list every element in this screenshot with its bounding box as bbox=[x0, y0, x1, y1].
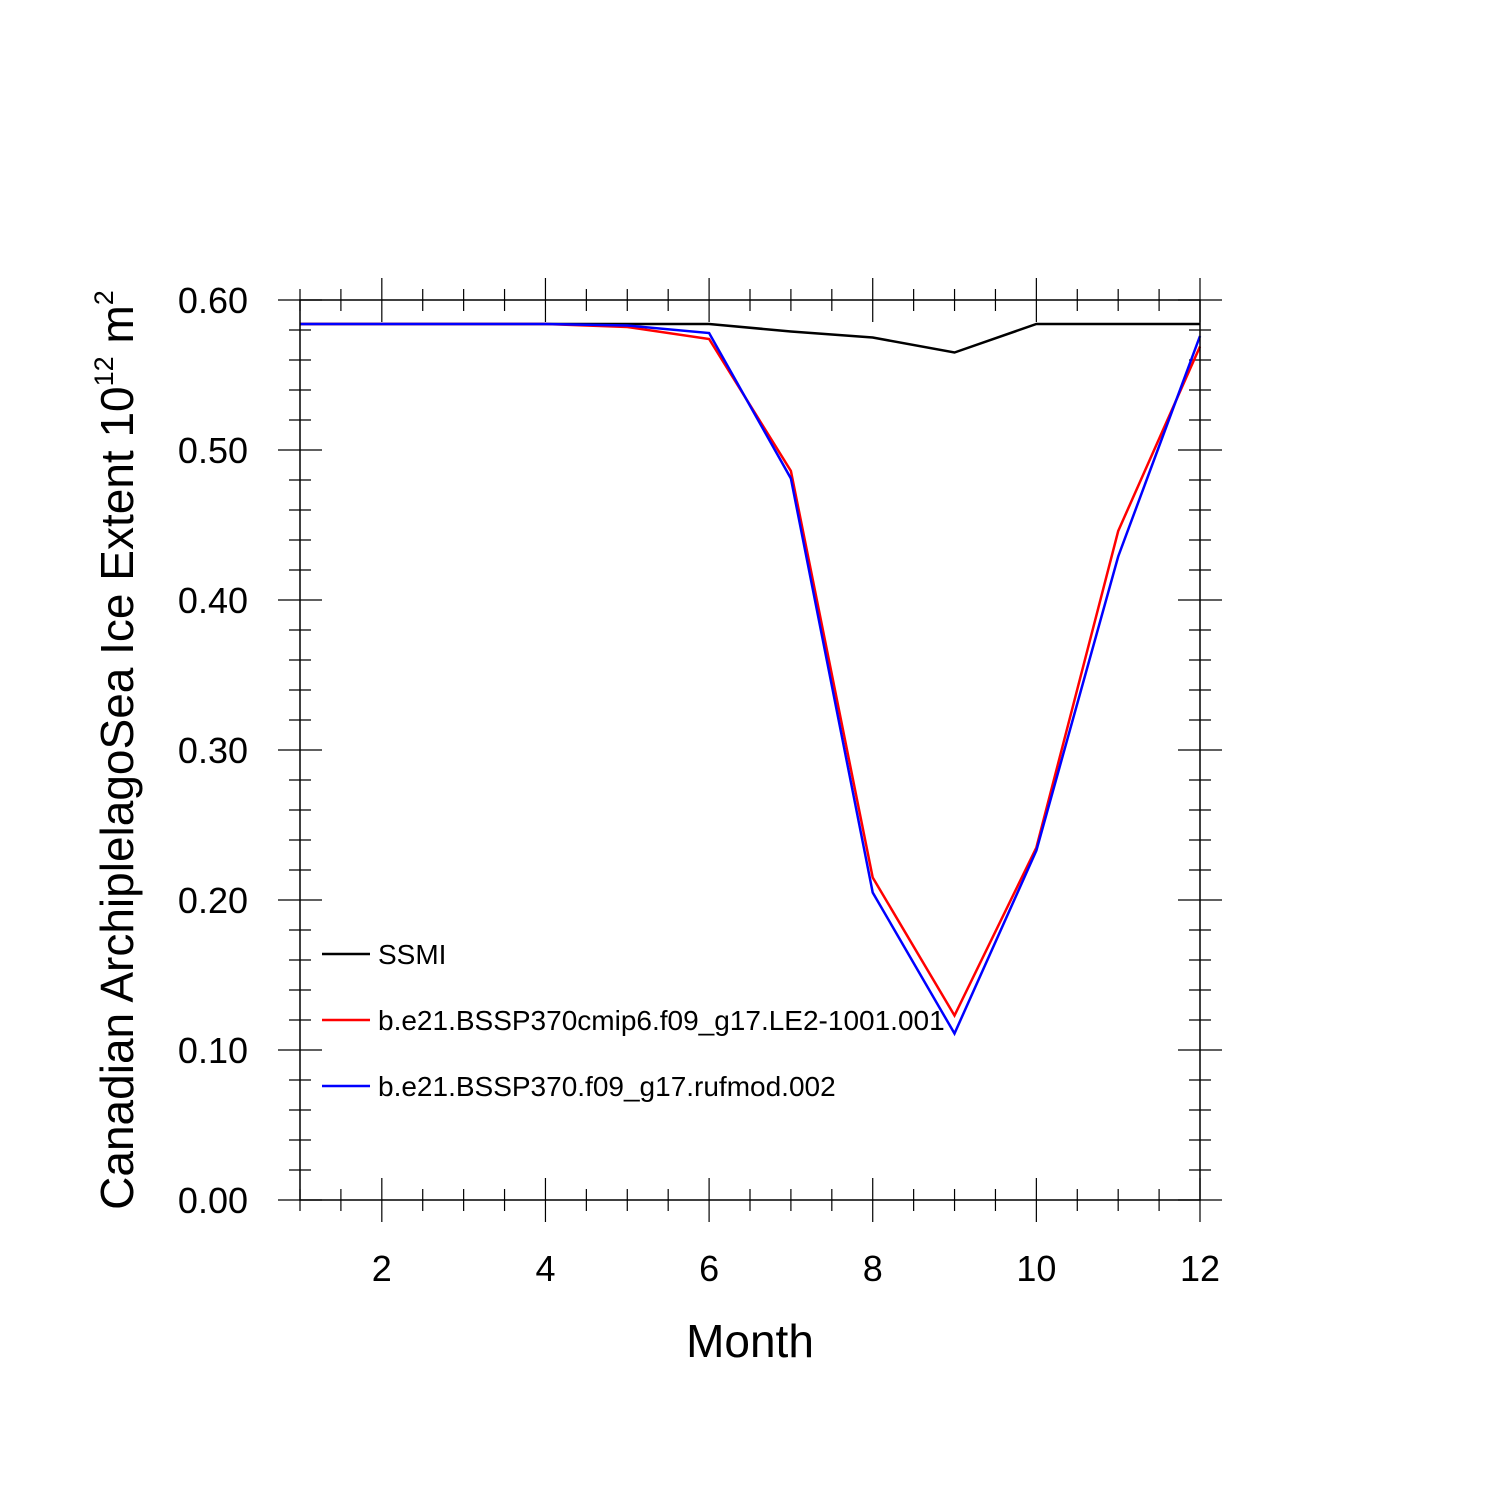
y-tick-label: 0.40 bbox=[178, 580, 248, 621]
y-tick-label: 0.10 bbox=[178, 1030, 248, 1071]
series-line-3 bbox=[300, 322, 1202, 1037]
legend-label: SSMI bbox=[378, 939, 446, 970]
x-tick-label: 6 bbox=[699, 1248, 719, 1289]
legend: SSMI b.e21.BSSP370cmip6.f09_g17.LE2-1001.… bbox=[322, 939, 945, 1102]
series-line-1 bbox=[300, 322, 1200, 354]
x-axis-label: Month bbox=[686, 1315, 814, 1367]
y-axis-label: Canadian ArchiplelagoSea Ice Extent 1012… bbox=[89, 290, 143, 1210]
series-line-2 bbox=[300, 322, 1202, 1019]
x-tick-label: 8 bbox=[863, 1248, 883, 1289]
x-tick-label: 10 bbox=[1016, 1248, 1056, 1289]
y-axis-label-unit: m bbox=[91, 305, 143, 356]
x-tick-label: 12 bbox=[1180, 1248, 1220, 1289]
legend-label: b.e21.BSSP370.f09_g17.rufmod.002 bbox=[378, 1071, 836, 1102]
y-axis-label-unit-exponent: 2 bbox=[89, 290, 119, 305]
y-axis-label-main: Canadian ArchiplelagoSea Ice Extent 10 bbox=[91, 386, 143, 1209]
legend-label: b.e21.BSSP370cmip6.f09_g17.LE2-1001.001 bbox=[378, 1005, 945, 1036]
y-axis-label-exponent: 12 bbox=[89, 356, 119, 386]
y-tick-label: 0.60 bbox=[178, 280, 248, 321]
plot-frame bbox=[299, 299, 1201, 1201]
y-tick-label: 0.50 bbox=[178, 430, 248, 471]
series-lines bbox=[300, 322, 1202, 1037]
y-tick-label: 0.30 bbox=[178, 730, 248, 771]
x-tick-label: 4 bbox=[535, 1248, 555, 1289]
y-tick-label: 0.20 bbox=[178, 880, 248, 921]
tick-labels: 2 4 6 8 10 12 0.00 0.10 0.20 0.30 0.40 0.50 0.60 bbox=[178, 280, 1220, 1289]
y-tick-label: 0.00 bbox=[178, 1180, 248, 1221]
x-tick-label: 2 bbox=[372, 1248, 392, 1289]
